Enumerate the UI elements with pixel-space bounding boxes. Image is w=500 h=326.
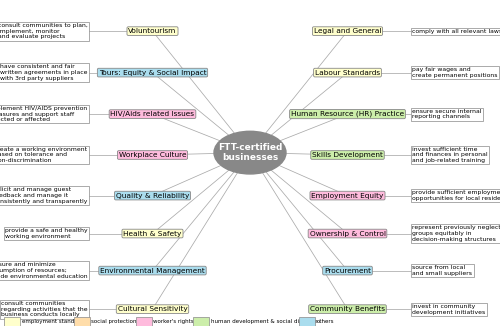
Text: comply with all relevant laws: comply with all relevant laws: [412, 29, 500, 34]
Text: provide a safe and healthy
working environment: provide a safe and healthy working envir…: [5, 228, 87, 239]
Text: pay fair wages and
create permanent positions: pay fair wages and create permanent posi…: [412, 67, 498, 78]
Text: human development & social dialogue: human development & social dialogue: [211, 319, 318, 324]
Text: others: others: [316, 319, 334, 324]
Text: measure and minimize
consumption of resources;
provide environmental education: measure and minimize consumption of reso…: [0, 262, 88, 279]
Text: Ownership & Control: Ownership & Control: [310, 230, 386, 237]
Text: provide sufficient employment
opportunities for local residents: provide sufficient employment opportunit…: [412, 190, 500, 201]
Text: Workplace Culture: Workplace Culture: [119, 152, 186, 158]
Text: Procurement: Procurement: [324, 268, 371, 274]
Text: have consistent and fair
written agreements in place
with 3rd party suppliers: have consistent and fair written agreeme…: [0, 64, 88, 81]
Text: implement HIV/AIDS prevention
measures and support staff
infected or affected: implement HIV/AIDS prevention measures a…: [0, 106, 88, 122]
Text: represent previously neglected
groups equitably in
decision-making structures: represent previously neglected groups eq…: [412, 225, 500, 242]
Text: Cultural Sensitivity: Cultural Sensitivity: [118, 306, 188, 312]
Text: Tours: Equity & Social Impact: Tours: Equity & Social Impact: [98, 70, 206, 76]
FancyBboxPatch shape: [136, 317, 152, 326]
Text: Voluntourism: Voluntourism: [128, 28, 176, 34]
Text: solicit and manage guest
feedback and manage it
consistently and transparently: solicit and manage guest feedback and ma…: [0, 187, 88, 204]
Text: Labour Standards: Labour Standards: [315, 70, 380, 76]
Text: HIV/Aids related Issues: HIV/Aids related Issues: [110, 111, 194, 117]
FancyBboxPatch shape: [299, 317, 315, 326]
Text: ensure secure internal
reporting channels: ensure secure internal reporting channel…: [412, 109, 482, 120]
Text: worker's rights: worker's rights: [154, 319, 194, 324]
Text: invest sufficient time
and finances in personal
and job-related training: invest sufficient time and finances in p…: [412, 147, 488, 163]
Text: invest in community
development initiatives: invest in community development initiati…: [412, 304, 486, 315]
Text: social protection: social protection: [91, 319, 136, 324]
Text: Legal and General: Legal and General: [314, 28, 382, 34]
Text: create a working environment
based on tolerance and
non-discrimination: create a working environment based on to…: [0, 147, 88, 163]
Text: Health & Safety: Health & Safety: [124, 230, 182, 237]
Text: Quality & Reliability: Quality & Reliability: [116, 193, 189, 199]
FancyBboxPatch shape: [194, 317, 210, 326]
Text: source from local
and small suppliers: source from local and small suppliers: [412, 265, 472, 276]
Text: Human Resource (HR) Practice: Human Resource (HR) Practice: [291, 111, 404, 117]
Circle shape: [214, 131, 286, 174]
Text: Skills Development: Skills Development: [312, 152, 383, 158]
FancyBboxPatch shape: [74, 317, 90, 326]
Text: consult communities
regarding activities that the
business conducts locally: consult communities regarding activities…: [1, 301, 88, 318]
Text: Environmental Management: Environmental Management: [100, 268, 205, 274]
Text: consult communities to plan,
implement, monitor
and evaluate projects: consult communities to plan, implement, …: [0, 23, 88, 39]
Text: employment standards: employment standards: [22, 319, 86, 324]
Text: FTT-certified
businesses: FTT-certified businesses: [218, 143, 282, 162]
FancyBboxPatch shape: [4, 317, 20, 326]
Text: Community Benefits: Community Benefits: [310, 306, 385, 312]
Text: Employment Equity: Employment Equity: [312, 193, 384, 199]
